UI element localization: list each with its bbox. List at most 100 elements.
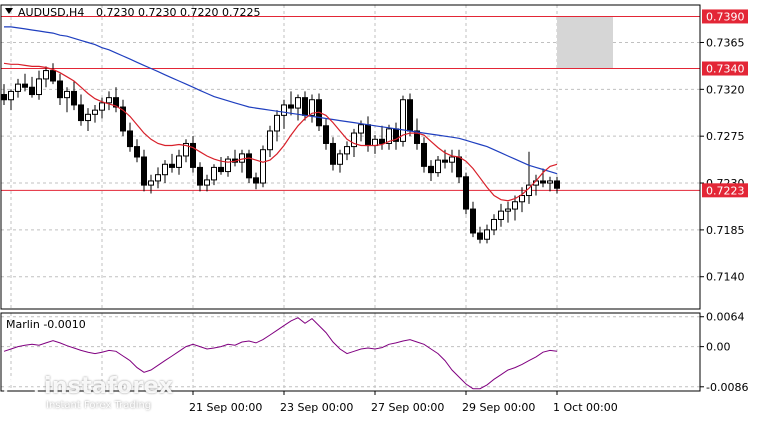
candle-body	[337, 153, 343, 165]
candle-body	[141, 156, 147, 186]
candle-body	[463, 176, 469, 210]
candle	[78, 94, 84, 126]
candle	[344, 141, 350, 161]
candle	[43, 66, 49, 88]
candle	[64, 87, 70, 113]
candle	[421, 137, 427, 173]
candle-body	[547, 180, 553, 184]
price-level-tag-label: 0.7390	[706, 10, 745, 23]
candle-body	[106, 97, 112, 104]
price-level-tag: 0.7390	[702, 9, 748, 24]
candle-body	[22, 83, 28, 88]
candle-body	[218, 166, 224, 173]
candle-body	[372, 138, 378, 147]
candle	[295, 94, 301, 121]
price-level-tag: 0.7223	[702, 183, 748, 198]
candle-body	[302, 97, 308, 116]
price-level-tag: 0.7340	[702, 61, 748, 76]
candle	[400, 95, 406, 147]
triangle-down-icon[interactable]	[5, 8, 13, 14]
candle-body	[1, 94, 7, 101]
price-tick-label: 0.7320	[706, 83, 745, 96]
price-level-tag-label: 0.7340	[706, 63, 745, 76]
symbol-label: AUDUSD,H4	[18, 6, 84, 19]
price-level-tag-bg	[702, 183, 748, 198]
candle-body	[449, 156, 455, 163]
candle-body	[43, 70, 49, 80]
price-levels	[1, 15, 700, 191]
oscillator-axis: 0.0064 0.00 -0.0086	[700, 311, 748, 394]
price-tick-label: 0.7275	[706, 130, 745, 143]
candle	[148, 174, 154, 194]
candle-body	[50, 70, 56, 82]
candle-body	[470, 208, 476, 234]
candle-body	[295, 97, 301, 109]
oscillator-label: Marlin -0.0010	[6, 318, 86, 331]
candle	[463, 172, 469, 215]
candle-body	[155, 174, 161, 182]
candle	[449, 149, 455, 173]
candle-body	[498, 210, 504, 220]
candle-body	[113, 97, 119, 108]
candle	[386, 124, 392, 150]
candle-body	[204, 179, 210, 186]
oscillator-tick-label: -0.0086	[706, 381, 748, 394]
candle	[22, 73, 28, 92]
candle-body	[519, 195, 525, 203]
candle	[57, 73, 63, 105]
candle	[50, 63, 56, 85]
main-grid	[1, 5, 700, 309]
candle	[253, 172, 259, 190]
moving-average-line	[4, 26, 558, 175]
candle-body	[330, 142, 336, 165]
time-tick-label: 23 Sep 00:00	[280, 401, 353, 414]
candle	[337, 149, 343, 173]
candle	[407, 93, 413, 137]
candle-body	[554, 180, 560, 189]
candle	[484, 224, 490, 244]
oscillator-grid	[1, 313, 700, 391]
candle-body	[386, 128, 392, 144]
candle	[505, 201, 511, 223]
candle	[155, 167, 161, 189]
price-tick-label: 0.7140	[706, 271, 745, 284]
oscillator-series	[3, 317, 558, 390]
candle-body	[365, 124, 371, 147]
candle	[414, 118, 420, 150]
candle	[211, 164, 217, 186]
candle-body	[512, 201, 518, 210]
candle	[554, 176, 560, 194]
candle	[141, 149, 147, 192]
candle-body	[176, 155, 182, 168]
candle	[323, 118, 329, 150]
candle-body	[281, 104, 287, 116]
candle	[239, 149, 245, 173]
price-level-tag-bg	[702, 9, 748, 24]
price-level-tag-label: 0.7223	[706, 184, 745, 197]
candle-body	[274, 114, 280, 132]
candle-body	[253, 177, 259, 184]
candle-body	[29, 86, 35, 96]
moving-averages	[3, 26, 558, 202]
candle-body	[407, 99, 413, 132]
candle-body	[351, 132, 357, 148]
candle	[29, 76, 35, 98]
candle	[379, 125, 385, 150]
oscillator-tick-label: 0.00	[706, 341, 731, 354]
candle-body	[505, 208, 511, 212]
candle	[8, 89, 14, 111]
price-tick-label: 0.7365	[706, 36, 745, 49]
candle-body	[288, 104, 294, 109]
candle	[127, 122, 133, 152]
candle	[85, 108, 91, 131]
candle-body	[92, 109, 98, 115]
candle	[169, 153, 175, 173]
candle	[106, 91, 112, 111]
candle-body	[127, 130, 133, 148]
candlestick-series	[1, 63, 560, 244]
shaded-zone	[557, 16, 613, 69]
candle	[547, 176, 553, 192]
candle	[260, 145, 266, 188]
candle	[176, 149, 182, 175]
